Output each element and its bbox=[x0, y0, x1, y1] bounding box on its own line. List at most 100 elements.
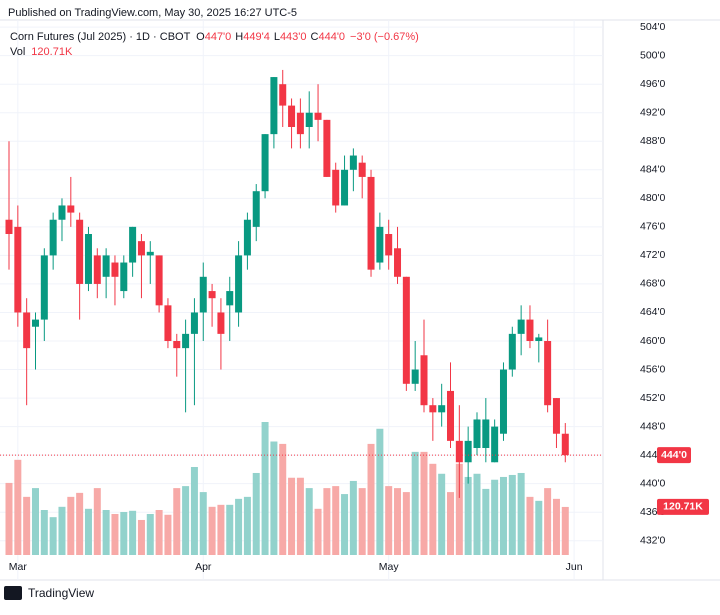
candle-body bbox=[93, 255, 101, 284]
y-tick-label: 460'0 bbox=[640, 335, 666, 347]
volume-bar bbox=[544, 488, 552, 555]
ohlc-value: 444'0 bbox=[318, 31, 345, 43]
volume-bar bbox=[67, 496, 75, 555]
volume-bar bbox=[464, 476, 472, 555]
volume-bar bbox=[208, 506, 216, 555]
volume-bar bbox=[270, 441, 278, 555]
candle-body bbox=[464, 440, 472, 463]
footer: TradingView bbox=[28, 586, 94, 600]
candle-body bbox=[279, 84, 287, 106]
candle-body bbox=[411, 369, 419, 384]
volume-bar bbox=[517, 472, 525, 555]
volume-bar bbox=[252, 472, 260, 555]
volume-bar bbox=[279, 443, 287, 555]
change: −3'0 (−0.67%) bbox=[350, 31, 419, 43]
y-tick-label: 452'0 bbox=[640, 392, 666, 404]
y-tick-label: 472'0 bbox=[640, 249, 666, 261]
volume-bar bbox=[447, 492, 454, 555]
last-price-badge bbox=[657, 447, 691, 464]
volume-bar bbox=[102, 510, 110, 555]
candle-body bbox=[199, 276, 207, 313]
volume-bar bbox=[385, 486, 393, 555]
volume-bar bbox=[84, 508, 92, 555]
logo bbox=[4, 586, 22, 600]
candle-body bbox=[288, 105, 296, 127]
candle-body bbox=[420, 355, 428, 406]
volume-bar bbox=[5, 482, 13, 555]
candle-body bbox=[508, 333, 516, 370]
candle-body bbox=[349, 155, 357, 170]
volume-bar bbox=[552, 498, 560, 555]
candle-body bbox=[182, 333, 190, 349]
candle-body bbox=[261, 134, 269, 192]
volume-bar bbox=[323, 488, 331, 555]
candle-body bbox=[49, 219, 57, 256]
volume-bar bbox=[332, 486, 340, 555]
volume-value: 120.71K bbox=[31, 46, 73, 58]
volume-bar bbox=[120, 511, 128, 555]
ohlc-value: 447'0 bbox=[205, 31, 232, 43]
y-tick-label: 432'0 bbox=[640, 535, 666, 547]
candle-body bbox=[402, 276, 410, 384]
candle-body bbox=[358, 162, 366, 177]
volume-bar bbox=[429, 463, 437, 555]
candle-body bbox=[544, 341, 552, 406]
candle-body bbox=[323, 119, 331, 177]
volume-bar bbox=[420, 451, 428, 555]
volume-bar bbox=[93, 488, 101, 555]
volume-bar bbox=[14, 459, 22, 555]
volume-bar bbox=[49, 517, 57, 555]
volume-bar bbox=[367, 443, 375, 555]
volume-bar bbox=[58, 506, 66, 555]
volume-bar bbox=[129, 510, 137, 555]
volume-bar bbox=[190, 466, 198, 555]
volume-title: Vol bbox=[10, 46, 25, 58]
candle-body bbox=[5, 219, 13, 234]
candle-body bbox=[235, 255, 243, 313]
candle-body bbox=[526, 319, 534, 341]
y-tick-label: 480'0 bbox=[640, 192, 666, 204]
last-price-label: 444'0 bbox=[661, 449, 687, 461]
published: Published on TradingView.com, May 30, 20… bbox=[8, 7, 297, 19]
volume-legend: Vol 120.71K bbox=[10, 46, 73, 58]
volume-bar bbox=[455, 463, 463, 555]
legend-title: Corn Futures (Jul 2025) · 1D · CBOT O447'… bbox=[10, 31, 419, 43]
volume-bar bbox=[482, 488, 490, 555]
volume-bar bbox=[491, 479, 499, 555]
volume-bar bbox=[31, 488, 39, 555]
x-tick-label: Apr bbox=[195, 561, 212, 573]
y-tick-label: 500'0 bbox=[640, 49, 666, 61]
y-tick-label: 504'0 bbox=[640, 21, 666, 33]
volume-bar bbox=[499, 476, 507, 555]
candle-body bbox=[385, 234, 393, 256]
candle-body bbox=[190, 312, 198, 334]
volume-bar bbox=[305, 488, 313, 555]
y-tick-label: 468'0 bbox=[640, 278, 666, 290]
volume-bar bbox=[164, 514, 172, 555]
candle-body bbox=[535, 337, 543, 341]
volume-bar bbox=[296, 477, 304, 555]
volume-bar bbox=[341, 494, 349, 555]
candle-body bbox=[76, 219, 84, 284]
plot bbox=[0, 20, 603, 580]
y-tick-label: 476'0 bbox=[640, 221, 666, 233]
volume-bar bbox=[473, 473, 481, 555]
volume-bar bbox=[349, 480, 357, 555]
volume-bar bbox=[535, 500, 543, 555]
candle-body bbox=[447, 390, 454, 441]
y-tick-label: 456'0 bbox=[640, 363, 666, 375]
candle-body bbox=[252, 191, 260, 227]
volume-bar bbox=[402, 492, 410, 555]
candle-body bbox=[14, 226, 22, 313]
candle-body bbox=[137, 241, 145, 256]
candle-body bbox=[376, 226, 384, 263]
volume-bar bbox=[111, 513, 119, 555]
ohlc-value: 443'0 bbox=[280, 31, 307, 43]
y-tick-label: 496'0 bbox=[640, 78, 666, 90]
volume-bar bbox=[182, 486, 190, 555]
candle-body bbox=[23, 312, 31, 349]
candle-body bbox=[473, 419, 481, 448]
y-tick-label: 492'0 bbox=[640, 107, 666, 119]
